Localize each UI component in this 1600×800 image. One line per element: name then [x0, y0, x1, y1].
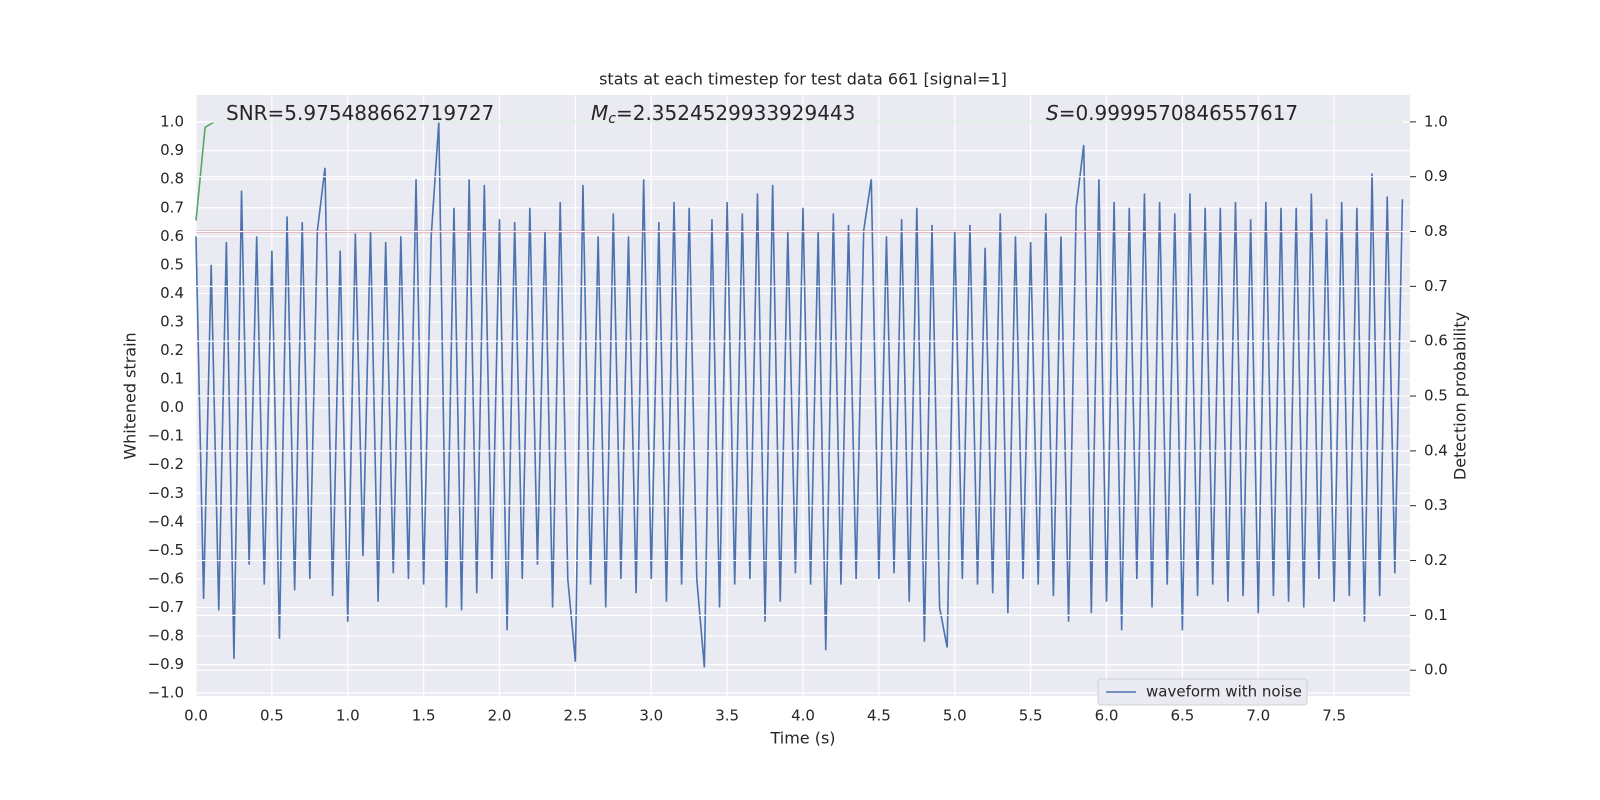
y-tick-label: 0.6: [160, 227, 184, 245]
x-tick-label: 0.0: [184, 707, 208, 725]
y-tick-label: 0.2: [160, 341, 184, 359]
y-tick-label: −0.5: [148, 541, 184, 559]
y-tick-label: −0.2: [148, 455, 184, 473]
x-tick-label: 1.5: [412, 707, 436, 725]
x-tick-label: 6.0: [1095, 707, 1119, 725]
x-tick-label: 7.5: [1322, 707, 1346, 725]
annotation-text: =0.9999570846557617: [1059, 101, 1298, 125]
y-tick-label: 0.7: [160, 198, 184, 216]
x-tick-label: 3.5: [715, 707, 739, 725]
x-tick-label: 2.0: [488, 707, 512, 725]
x-tick-label: 5.0: [943, 707, 967, 725]
annotation-symbol: M: [591, 101, 608, 125]
y-tick-label: 0.1: [160, 370, 184, 388]
x-axis-label: Time (s): [769, 729, 835, 748]
chart-title: stats at each timestep for test data 661…: [599, 70, 1007, 89]
y2-axis-label: Detection probability: [1451, 312, 1470, 480]
annotation-text: =2.3524529933929443: [616, 101, 855, 125]
y2-tick-label: 0.6: [1424, 332, 1448, 350]
annotation-subscript: c: [608, 111, 616, 127]
y-tick-label: −0.9: [148, 655, 184, 673]
y-tick-label: 0.5: [160, 255, 184, 273]
annotation-symbol: S: [1046, 101, 1059, 125]
y-tick-label: 0.3: [160, 312, 184, 330]
x-tick-label: 2.5: [563, 707, 587, 725]
y-tick-label: −0.6: [148, 569, 184, 587]
y2-tick-label: 0.2: [1424, 551, 1448, 569]
y-tick-label: 0.0: [160, 398, 184, 416]
grid-y2: [196, 121, 1410, 671]
y-axis-label: Whitened strain: [121, 332, 140, 459]
x-tick-label: 7.0: [1246, 707, 1270, 725]
y-tick-label: −0.4: [148, 512, 184, 530]
x-tick-label: 6.5: [1170, 707, 1194, 725]
x-tick-label: 4.0: [791, 707, 815, 725]
y-tick-label: 0.9: [160, 141, 184, 159]
x-tick-label: 5.5: [1019, 707, 1043, 725]
y-tick-label: −1.0: [148, 684, 184, 702]
y-tick-label: −0.3: [148, 484, 184, 502]
y-tick-label: 0.8: [160, 170, 184, 188]
annotation: Mc=2.3524529933929443: [591, 101, 855, 128]
y2-tick-label: 1.0: [1424, 112, 1448, 130]
y2-tick-label: 0.9: [1424, 167, 1448, 185]
series-line: [195, 122, 1404, 668]
annotation: S=0.9999570846557617: [1046, 101, 1298, 125]
x-tick-label: 0.5: [260, 707, 284, 725]
legend-label: waveform with noise: [1146, 683, 1302, 701]
y-tick-label: 0.4: [160, 284, 184, 302]
y-tick-label: −0.7: [148, 598, 184, 616]
y-tick-label: −0.1: [148, 427, 184, 445]
y2-tick-label: 0.0: [1424, 661, 1448, 679]
annotation: SNR=5.975488662719727: [226, 101, 494, 125]
x-tick-label: 3.0: [639, 707, 663, 725]
labels: 0.0 0.5 1.0 1.5 2.0 2.5 3.0 3.5 4.0 4.5 5.0 5.5 6.0 6…: [148, 112, 1448, 724]
legend-box: [1097, 678, 1308, 706]
y2-tick-label: 0.3: [1424, 496, 1448, 514]
y2-tick-label: 0.4: [1424, 441, 1448, 459]
y2-tick-label: 0.8: [1424, 222, 1448, 240]
y-tick-label: −0.8: [148, 627, 184, 645]
x-tick-label: 4.5: [867, 707, 891, 725]
y-tick-label: 1.0: [160, 113, 184, 131]
y2-tick-label: 0.1: [1424, 606, 1448, 624]
x-tick-label: 1.0: [336, 707, 360, 725]
y2-tick-label: 0.7: [1424, 277, 1448, 295]
annotation-text: SNR=5.975488662719727: [226, 101, 494, 125]
y2-tick-label: 0.5: [1424, 387, 1448, 405]
